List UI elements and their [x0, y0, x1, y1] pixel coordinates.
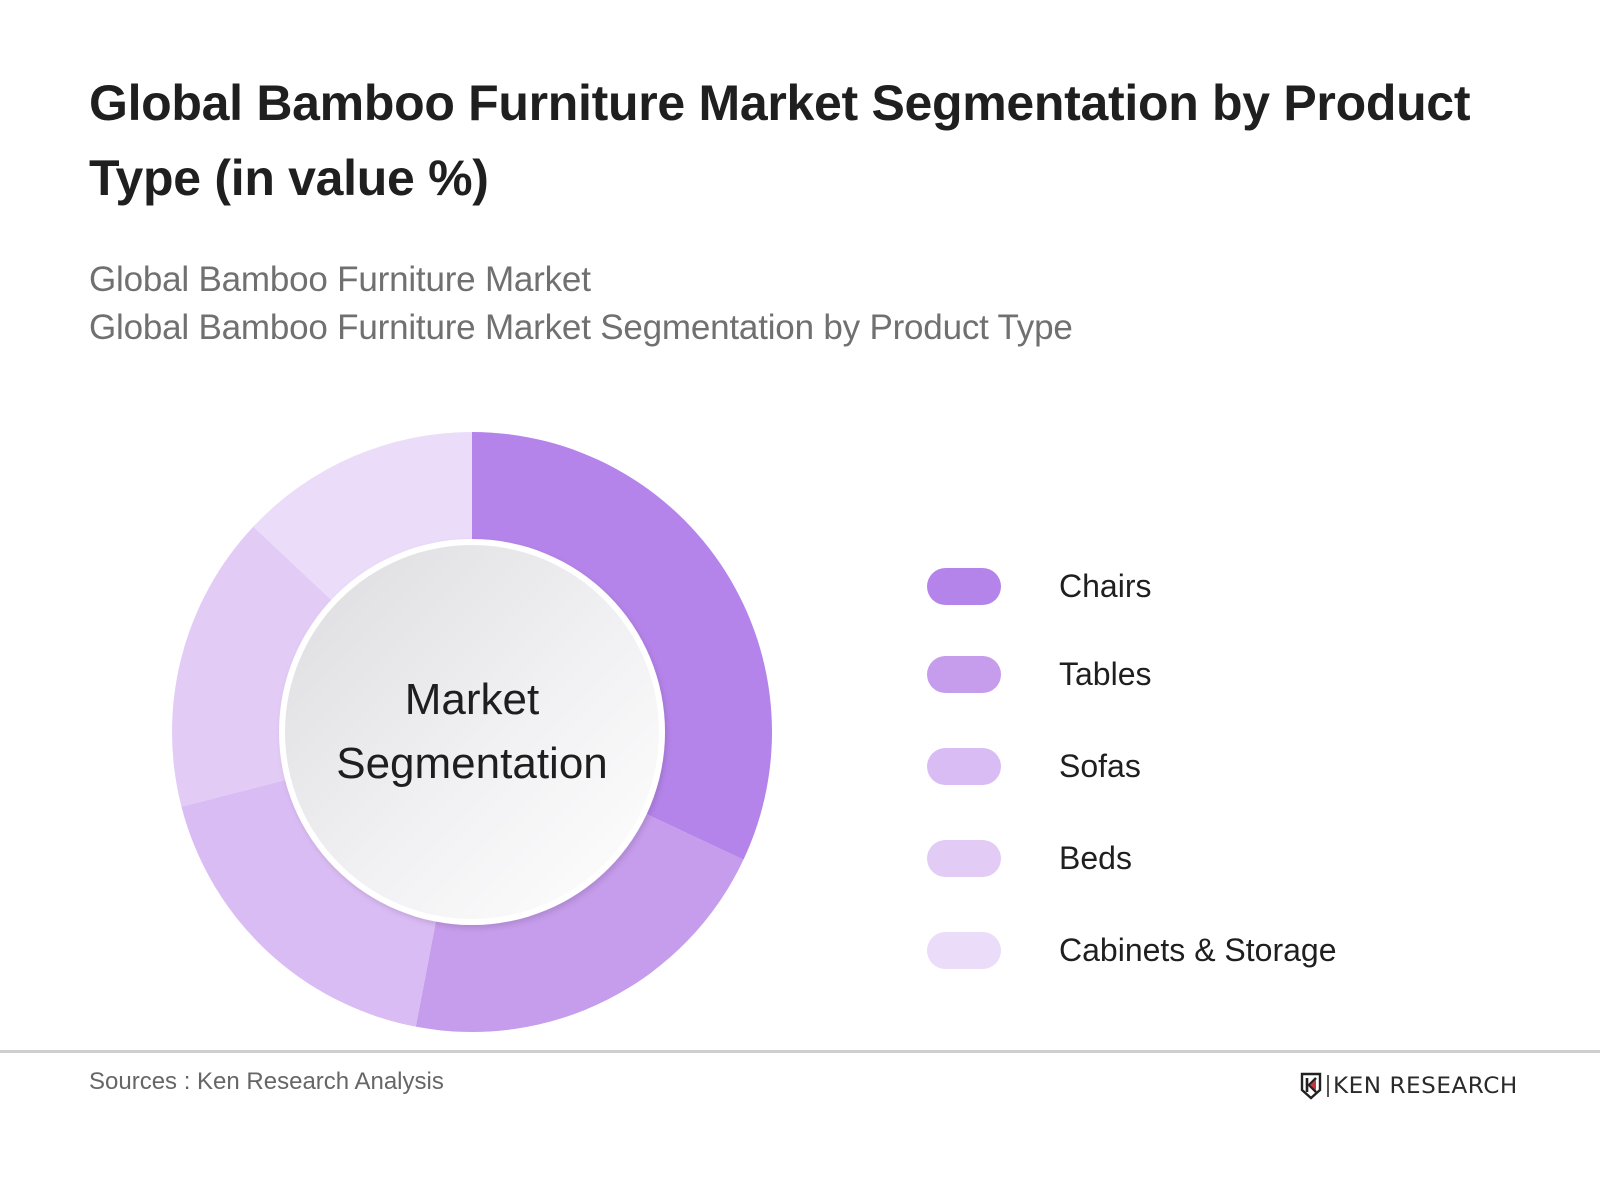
- donut-hole: [285, 545, 659, 919]
- chart-area: Market Segmentation Chairs Tables Sofas …: [172, 432, 1427, 1032]
- ken-research-k-shield-icon: [1300, 1072, 1322, 1100]
- legend-label-sofas: Sofas: [1059, 748, 1141, 784]
- legend-swatch-tables: [927, 656, 1001, 693]
- sources-note: Sources : Ken Research Analysis: [89, 1068, 444, 1095]
- donut-slice-sofas: [181, 769, 444, 1027]
- legend-item-chairs: Chairs: [927, 568, 1427, 606]
- footer-divider: [0, 1050, 1600, 1053]
- subtitle-line-1: Global Bamboo Furniture Market: [89, 260, 591, 299]
- legend-item-cabinets-storage: Cabinets & Storage: [927, 932, 1427, 970]
- legend-item-beds: Beds: [927, 840, 1427, 878]
- ken-research-logo: KEN RESEARCH: [1300, 1071, 1517, 1101]
- legend-item-sofas: Sofas: [927, 748, 1427, 786]
- legend-label-beds: Beds: [1059, 840, 1132, 876]
- legend-swatch-cabinets-storage: [927, 932, 1001, 969]
- legend-swatch-chairs: [927, 568, 1001, 605]
- legend-label-cabinets-storage: Cabinets & Storage: [1059, 932, 1337, 968]
- legend-swatch-sofas: [927, 748, 1001, 785]
- logo-text: KEN RESEARCH: [1333, 1073, 1518, 1099]
- legend-swatch-beds: [927, 840, 1001, 877]
- donut-svg: [172, 432, 772, 1032]
- donut-slice-tables: [415, 795, 744, 1032]
- chart-subtitle: Global Bamboo Furniture Market Global Ba…: [89, 256, 1073, 352]
- logo-separator: [1327, 1075, 1329, 1097]
- page-title: Global Bamboo Furniture Market Segmentat…: [89, 75, 1471, 206]
- legend-item-tables: Tables: [927, 656, 1427, 694]
- donut-chart: [172, 432, 772, 1032]
- legend-label-chairs: Chairs: [1059, 568, 1152, 604]
- legend-label-tables: Tables: [1059, 656, 1152, 692]
- subtitle-line-2: Global Bamboo Furniture Market Segmentat…: [89, 308, 1073, 347]
